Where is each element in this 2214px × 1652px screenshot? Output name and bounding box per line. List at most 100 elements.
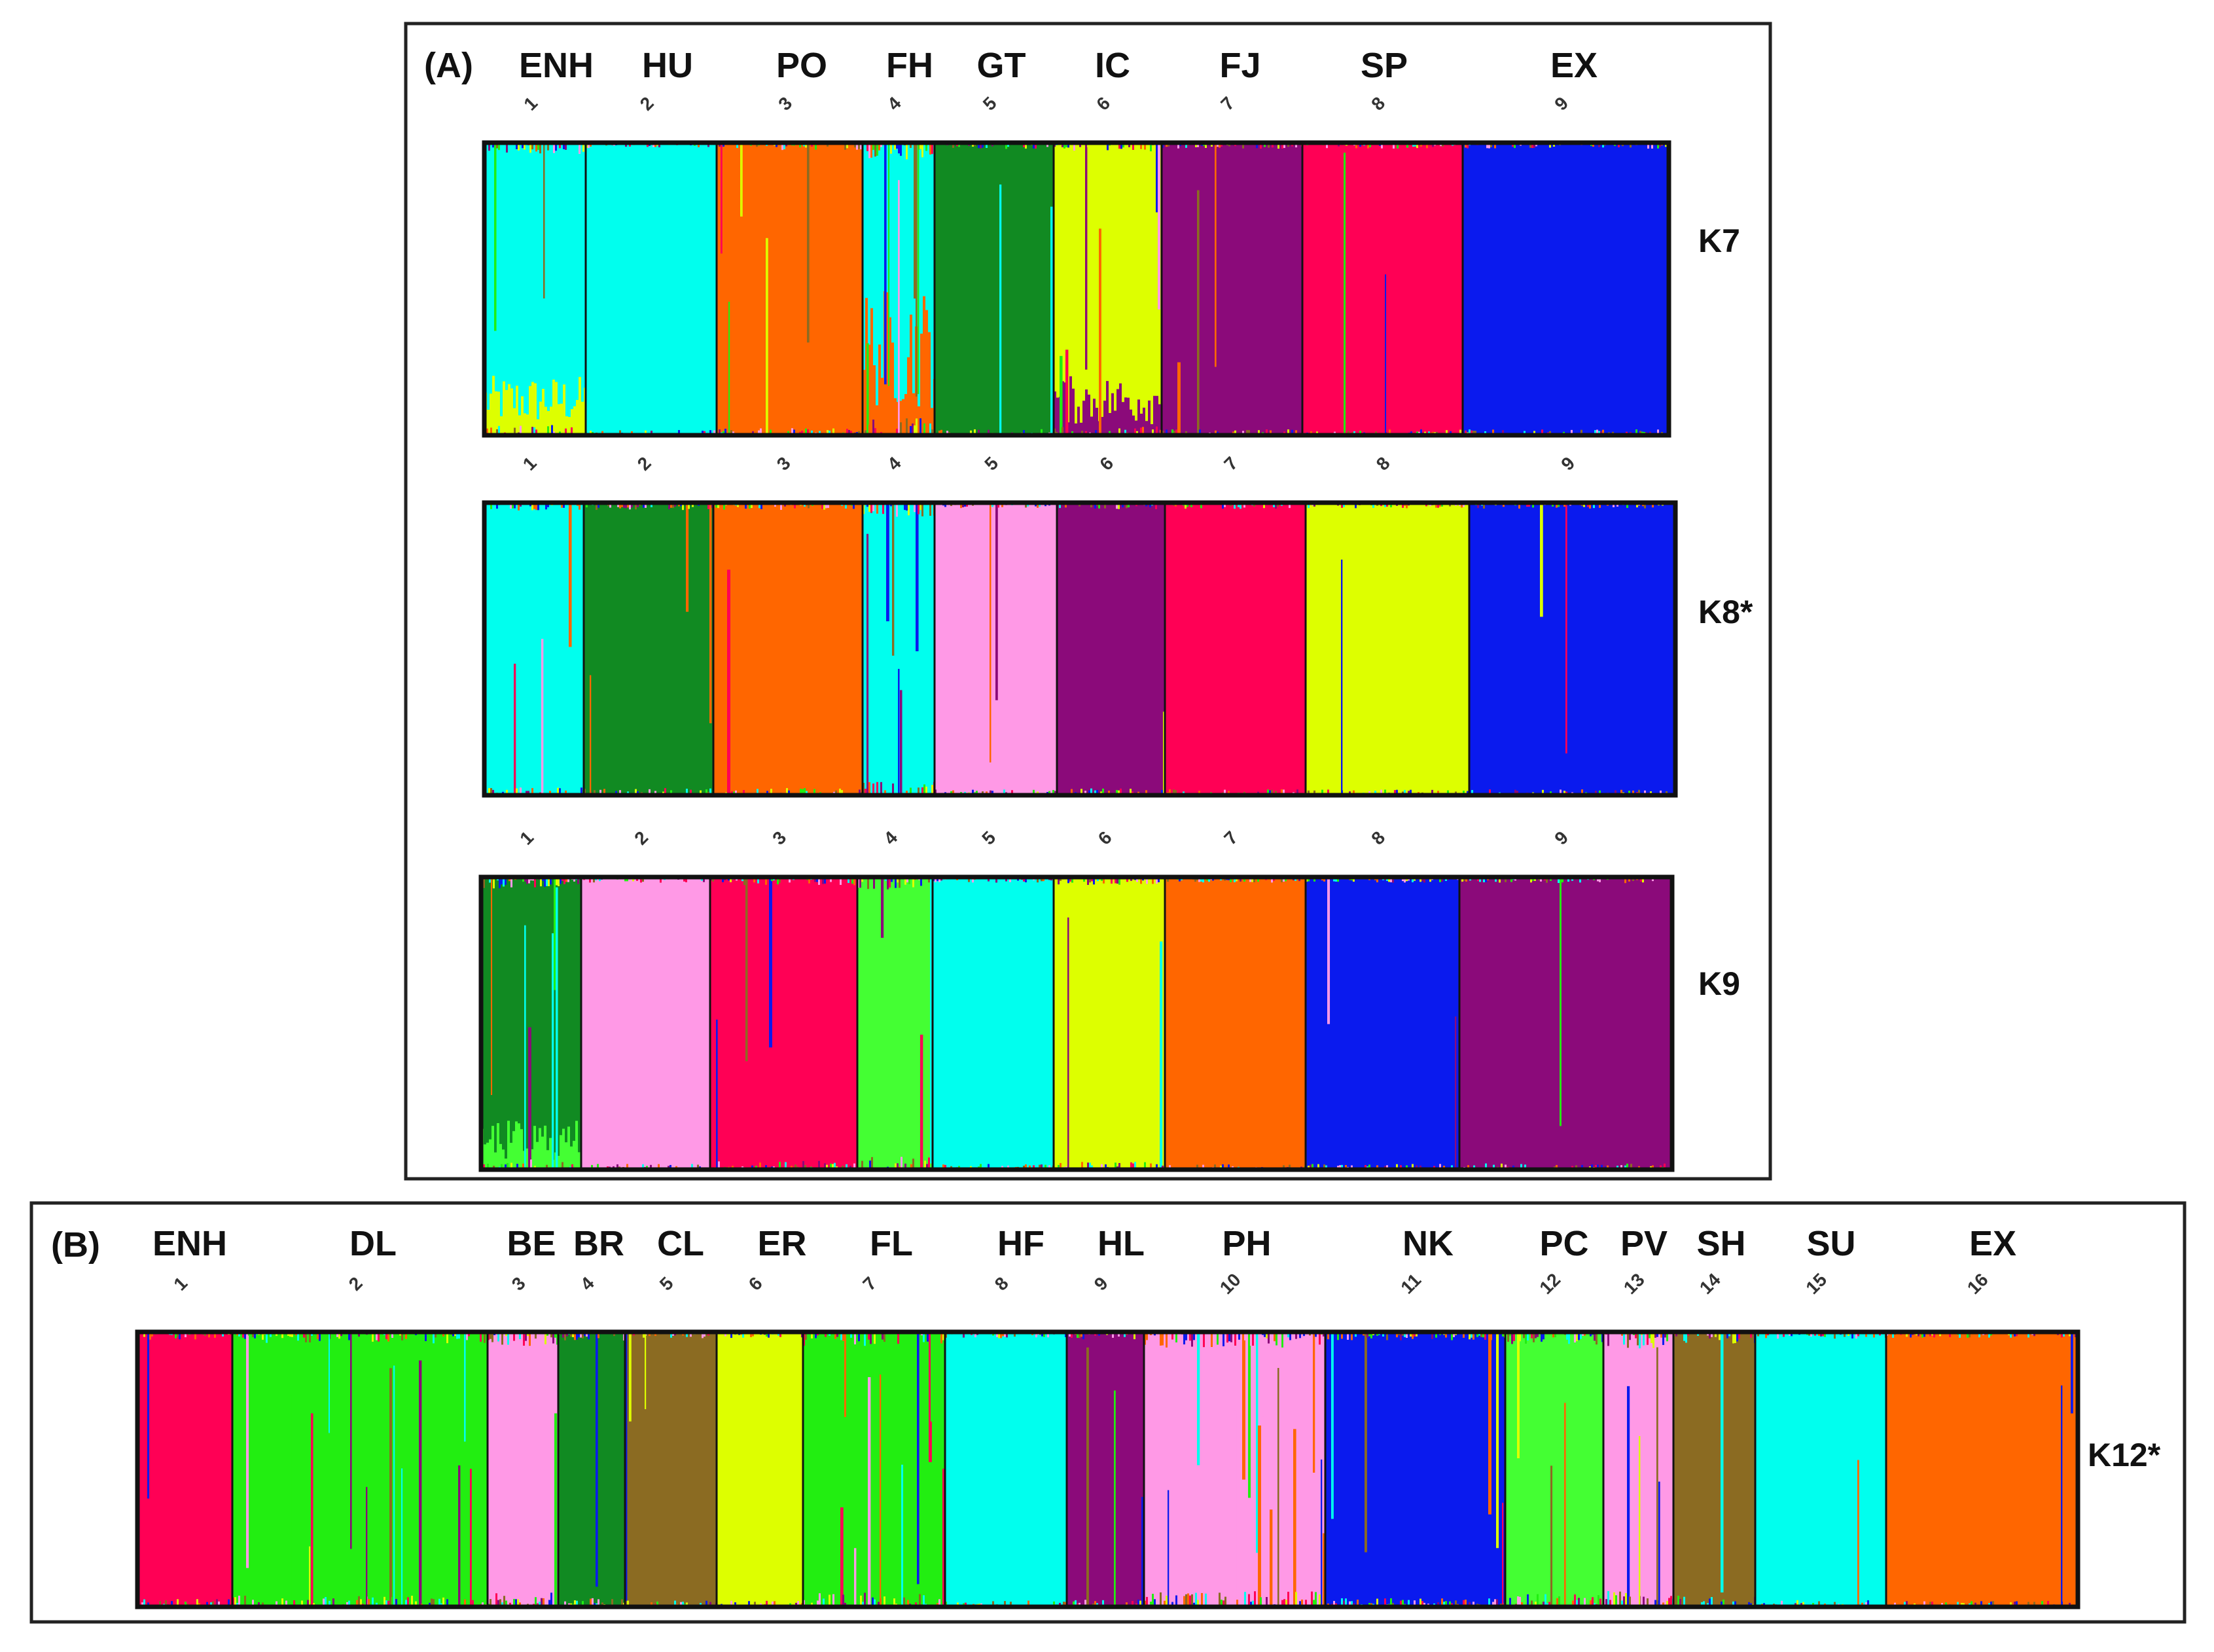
admixture-column	[285, 1600, 287, 1607]
admixture-column	[513, 408, 516, 435]
admixture-column	[1533, 1332, 1535, 1342]
admixture-column	[1406, 143, 1408, 148]
admixture-column	[838, 877, 840, 886]
admixture-column	[565, 877, 567, 882]
admixture-column	[854, 1332, 856, 1345]
admixture-column	[1384, 789, 1386, 795]
admixture-column	[573, 406, 576, 435]
admixture-column	[1082, 401, 1085, 435]
panel-a-population-label: HU	[642, 46, 693, 85]
admixture-column	[1691, 1332, 1693, 1340]
admixture-column	[552, 933, 554, 1170]
admixture-column	[488, 430, 490, 435]
admixture-column	[1331, 1332, 1334, 1519]
admixture-column	[878, 503, 880, 509]
admixture-column	[901, 1464, 903, 1607]
admixture-column	[1492, 1602, 1494, 1607]
admixture-column	[884, 1332, 885, 1342]
admixture-column	[842, 1594, 844, 1607]
admixture-column	[535, 503, 537, 511]
admixture-column	[940, 1332, 942, 1344]
admixture-column	[1370, 1332, 1372, 1338]
admixture-column	[807, 429, 809, 435]
admixture-column	[1234, 877, 1236, 882]
admixture-column	[1223, 1332, 1224, 1346]
admixture-column	[1414, 1600, 1416, 1607]
admixture-column	[917, 1332, 920, 1585]
admixture-column	[1834, 1602, 1836, 1607]
admixture-column	[1168, 1490, 1169, 1607]
admixture-column	[1116, 503, 1118, 509]
admixture-column	[1463, 1600, 1465, 1607]
admixture-column	[1248, 1332, 1251, 1498]
admixture-column	[1734, 1601, 1736, 1607]
admixture-column	[1626, 503, 1628, 509]
admixture-column	[896, 143, 898, 149]
admixture-column	[868, 781, 870, 795]
admixture-column	[1272, 143, 1274, 148]
admixture-column	[840, 877, 842, 886]
panel-b-group-number: 1	[170, 1273, 191, 1295]
admixture-column	[1189, 1595, 1191, 1607]
admixture-column	[529, 143, 531, 153]
admixture-column	[1504, 143, 1506, 148]
admixture-column	[589, 877, 591, 883]
admixture-column	[1041, 429, 1043, 435]
admixture-column	[1388, 877, 1390, 882]
admixture-column	[906, 418, 908, 435]
admixture-column	[1105, 877, 1107, 882]
admixture-column	[492, 376, 495, 435]
panel-b-group-number: 7	[859, 1273, 880, 1295]
admixture-column	[627, 1600, 629, 1607]
admixture-column	[649, 789, 651, 795]
admixture-column	[874, 143, 876, 157]
admixture-column	[1299, 1601, 1301, 1607]
panel-a-group-number: 2	[636, 93, 658, 115]
admixture-column	[1252, 1600, 1254, 1607]
admixture-column	[900, 690, 902, 795]
admixture-column	[596, 1332, 598, 1587]
admixture-column	[619, 430, 621, 435]
panel-b-k-1-group-2-bar	[232, 1332, 488, 1607]
admixture-column	[474, 1601, 476, 1607]
admixture-column	[1531, 1332, 1533, 1338]
admixture-column	[1156, 1164, 1158, 1170]
admixture-column	[534, 383, 537, 435]
admixture-column	[490, 427, 492, 435]
admixture-column	[758, 430, 760, 435]
panel-b-population-label: ER	[757, 1224, 806, 1263]
admixture-column	[715, 503, 717, 508]
admixture-column	[1122, 143, 1124, 148]
admixture-column	[1471, 790, 1473, 795]
admixture-column	[323, 1598, 325, 1607]
admixture-column	[1087, 143, 1089, 148]
admixture-column	[196, 1599, 198, 1607]
admixture-column	[621, 1599, 623, 1607]
admixture-column	[829, 430, 830, 435]
admixture-column	[546, 877, 548, 886]
admixture-column	[1610, 143, 1612, 149]
admixture-column	[1596, 429, 1598, 435]
admixture-column	[1299, 1332, 1301, 1338]
admixture-column	[916, 503, 919, 652]
admixture-column	[1576, 1332, 1578, 1342]
admixture-column	[629, 1332, 632, 1422]
admixture-column	[897, 1163, 899, 1170]
admixture-column	[507, 1332, 509, 1345]
admixture-column	[1425, 877, 1427, 883]
panel-a-k-1-group-8-bar	[1302, 143, 1463, 435]
admixture-column	[1445, 1332, 1447, 1338]
admixture-column	[835, 790, 837, 795]
admixture-column	[1126, 503, 1128, 509]
admixture-column	[884, 790, 886, 795]
admixture-column	[1632, 143, 1634, 266]
admixture-column	[484, 1332, 486, 1343]
admixture-column	[804, 788, 806, 795]
admixture-column	[565, 1142, 567, 1170]
admixture-column	[438, 1332, 440, 1340]
admixture-column	[1014, 1332, 1016, 1337]
panel-b-k-1-group-3-bar	[488, 1332, 558, 1607]
admixture-column	[1156, 1492, 1158, 1607]
admixture-column	[516, 143, 518, 149]
admixture-column	[730, 430, 732, 435]
